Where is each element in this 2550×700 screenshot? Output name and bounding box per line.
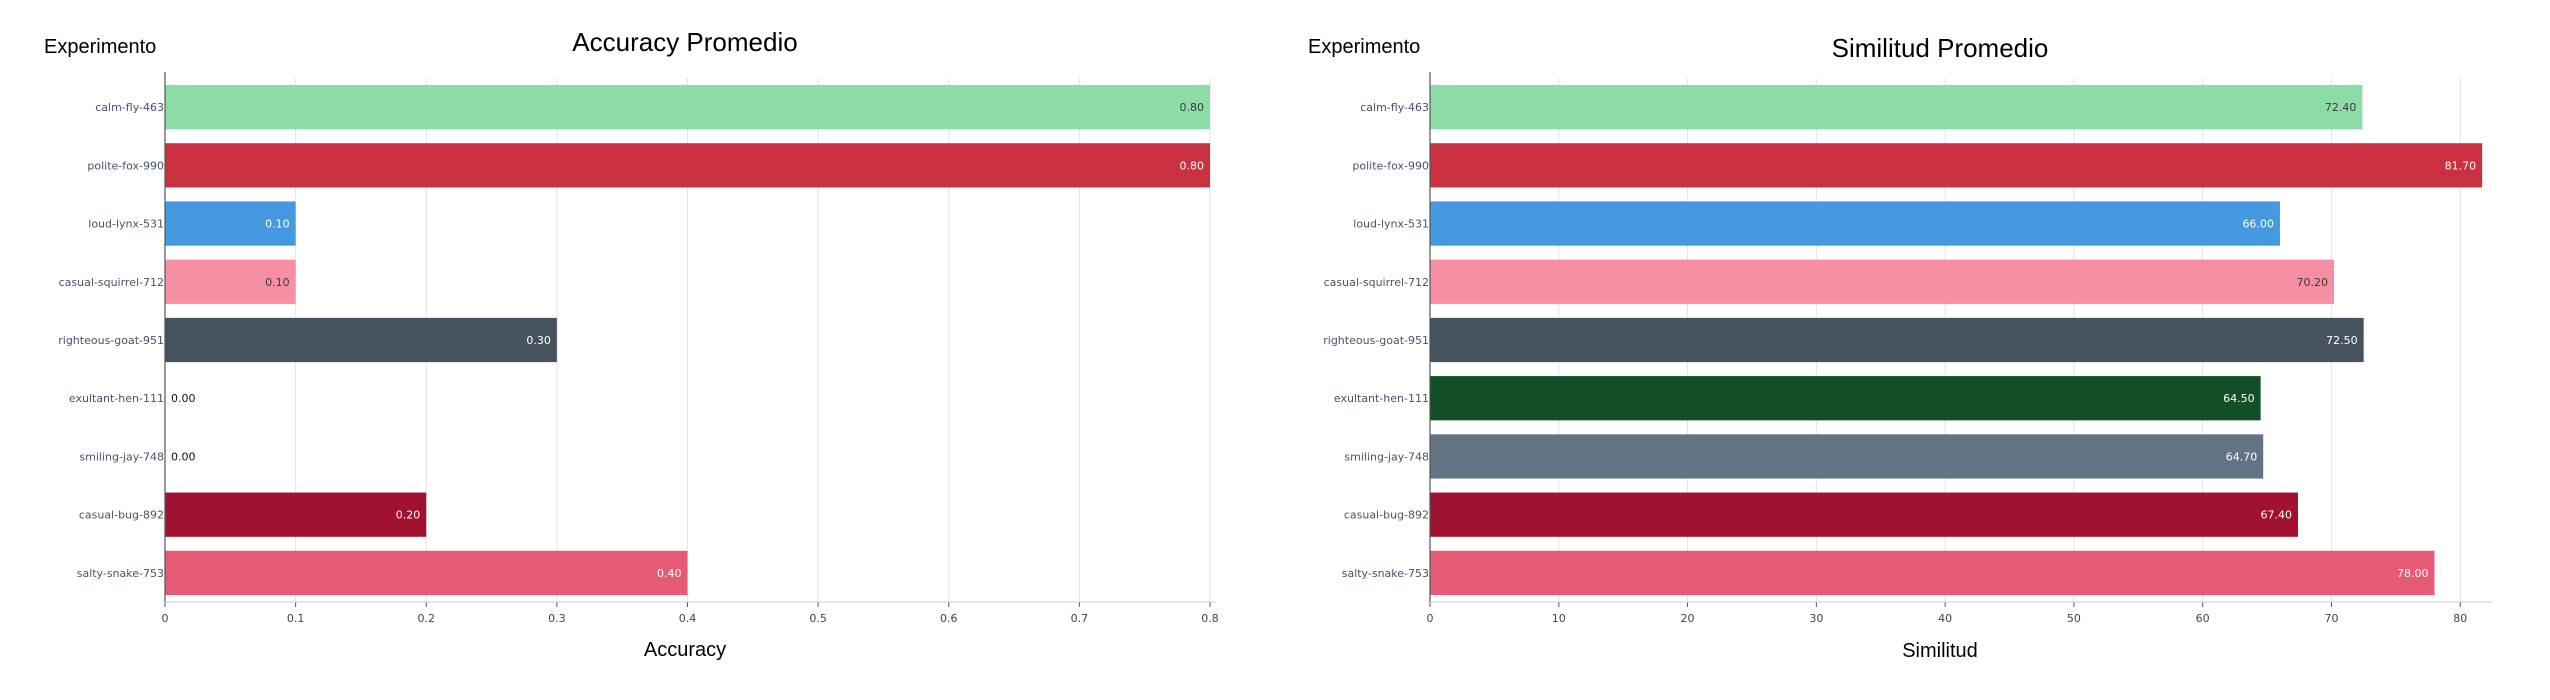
data-label: 72.40 <box>2325 101 2357 114</box>
bar-salty-snake-753 <box>165 550 688 596</box>
bar-righteous-goat-951 <box>165 317 557 363</box>
bar-casual-squirrel-712 <box>1430 259 2335 304</box>
x-tick-label: 20 <box>1681 612 1695 625</box>
data-label: 64.70 <box>2226 450 2258 463</box>
y-tick-label: loud-lynx-531 <box>1353 218 1429 231</box>
data-label: 64.50 <box>2223 392 2255 405</box>
accuracy-bar-chart: 0 0.1 0.2 0.3 0.4 0.5 0.6 0.7 0.8 calm-fly-463 0.8… <box>58 72 1219 625</box>
x-tick-label: 0 <box>162 612 169 625</box>
x-tick-label: 0.3 <box>548 612 566 625</box>
x-tick-label: 40 <box>1938 612 1952 625</box>
x-tick-label: 0.1 <box>287 612 305 625</box>
y-tick-label: smiling-jay-748 <box>79 450 164 463</box>
bar-calm-fly-463 <box>1430 84 2363 130</box>
bar-polite-fox-990 <box>1430 143 2483 188</box>
data-label: 67.40 <box>2260 509 2292 522</box>
x-tick-label: 0.4 <box>679 612 697 625</box>
x-tick-label: 0.8 <box>1201 612 1219 625</box>
data-label: 0.80 <box>1180 101 1205 114</box>
x-tick-label: 0.2 <box>418 612 436 625</box>
y-tick-label: polite-fox-990 <box>1352 159 1429 172</box>
similitud-chart-panel: Experimento Similitud Promedio 0 10 20 30 40… <box>1270 0 2550 700</box>
bar-smiling-jay-748 <box>1430 434 2264 479</box>
bar-righteous-goat-951 <box>1430 317 2364 363</box>
y-tick-label: righteous-goat-951 <box>58 334 164 347</box>
x-tick-label: 0.5 <box>809 612 827 625</box>
y-tick-label: calm-fly-463 <box>1360 101 1429 114</box>
y-tick-label: righteous-goat-951 <box>1323 334 1429 347</box>
bar-salty-snake-753 <box>1430 550 2435 596</box>
y-tick-label: loud-lynx-531 <box>88 218 164 231</box>
x-tick-label: 0.6 <box>940 612 958 625</box>
data-label: 81.70 <box>2445 159 2477 172</box>
data-label: 70.20 <box>2297 276 2329 289</box>
x-tick-label: 10 <box>1552 612 1566 625</box>
data-label: 0.40 <box>657 567 682 580</box>
data-label: 0.10 <box>265 218 290 231</box>
y-tick-label: casual-squirrel-712 <box>59 276 164 289</box>
bar-casual-bug-892 <box>165 492 427 537</box>
data-label: 78.00 <box>2397 567 2429 580</box>
data-label: 0.10 <box>265 276 290 289</box>
y-tick-label: calm-fly-463 <box>95 101 164 114</box>
bar-polite-fox-990 <box>165 143 1210 188</box>
x-axis-title: Accuracy <box>643 639 727 661</box>
y-tick-label: exultant-hen-111 <box>1334 392 1429 405</box>
bar-casual-bug-892 <box>1430 492 2298 537</box>
accuracy-chart-panel: Experimento Accuracy Promedio 0 0.1 0.2 0.3… <box>0 0 1270 700</box>
data-label: 66.00 <box>2242 218 2274 231</box>
x-tick-label: 50 <box>2067 612 2081 625</box>
data-label: 0.20 <box>396 509 421 522</box>
y-tick-label: smiling-jay-748 <box>1344 450 1429 463</box>
bar-casual-squirrel-712 <box>165 259 296 304</box>
x-tick-label: 30 <box>1809 612 1823 625</box>
x-axis-title: Similitud <box>1902 640 1978 662</box>
data-label: 72.50 <box>2326 334 2358 347</box>
data-label: 0.00 <box>171 392 196 405</box>
data-label: 0.00 <box>171 450 196 463</box>
x-tick-label: 60 <box>2196 612 2210 625</box>
y-tick-label: exultant-hen-111 <box>69 392 164 405</box>
data-label: 0.80 <box>1180 159 1205 172</box>
x-tick-label: 0 <box>1427 612 1434 625</box>
y-tick-label: salty-snake-753 <box>1342 567 1429 580</box>
x-tick-label: 80 <box>2453 612 2467 625</box>
y-tick-label: casual-bug-892 <box>1344 509 1429 522</box>
y-tick-label: casual-squirrel-712 <box>1324 276 1429 289</box>
y-tick-label: salty-snake-753 <box>77 567 164 580</box>
y-axis-title: Experimento <box>44 36 157 58</box>
y-axis-title: Experimento <box>1308 36 1421 58</box>
x-tick-label: 0.7 <box>1071 612 1089 625</box>
x-tick-label: 70 <box>2324 612 2338 625</box>
similitud-bar-chart: 0 10 20 30 40 50 60 70 80 calm-fly-463 72.40 polite… <box>1323 72 2492 625</box>
chart-title: Similitud Promedio <box>1831 33 2049 63</box>
bar-exultant-hen-111 <box>1430 376 2261 421</box>
y-tick-label: casual-bug-892 <box>79 509 164 522</box>
bar-calm-fly-463 <box>165 84 1210 130</box>
y-tick-label: polite-fox-990 <box>87 159 164 172</box>
chart-title: Accuracy Promedio <box>572 27 798 57</box>
bar-loud-lynx-531 <box>165 201 296 246</box>
data-label: 0.30 <box>526 334 551 347</box>
bar-loud-lynx-531 <box>1430 201 2280 246</box>
